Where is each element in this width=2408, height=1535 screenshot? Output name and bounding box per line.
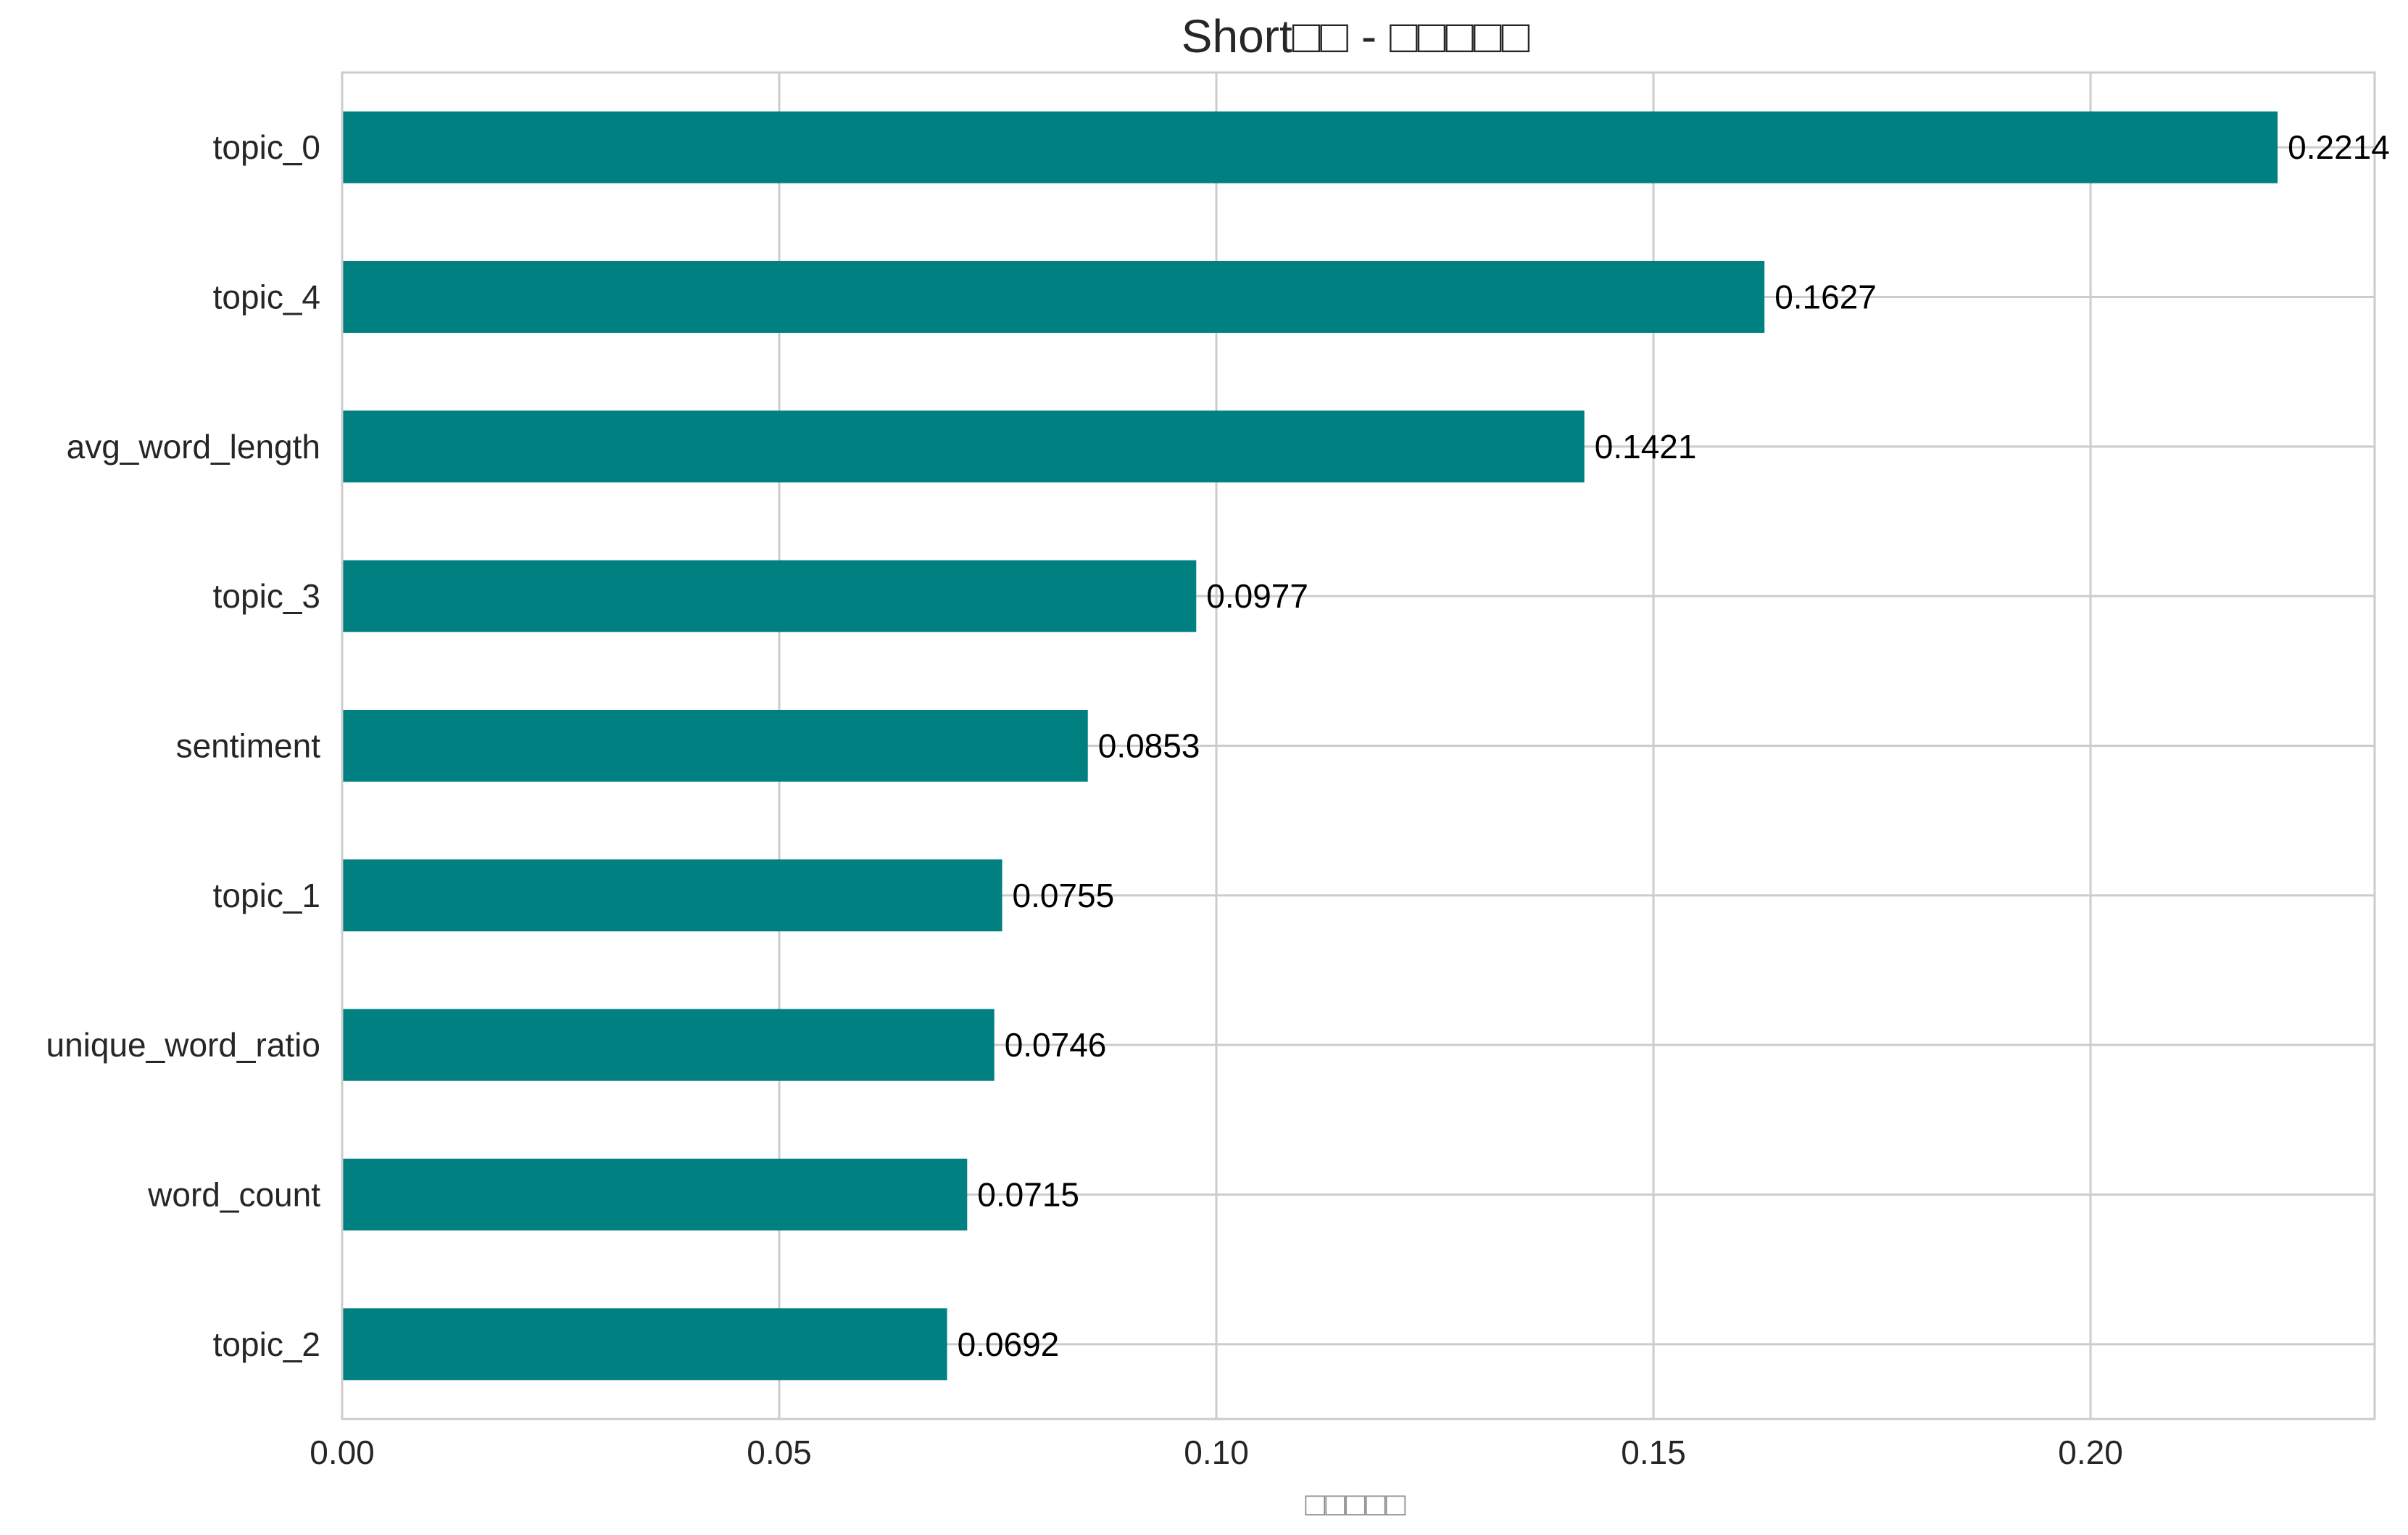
data-label: 0.0692 — [958, 1325, 1060, 1363]
y-tick-label: word_count — [147, 1176, 320, 1214]
x-tick-label: 0.15 — [1621, 1433, 1686, 1471]
x-tick-label: 0.20 — [2058, 1433, 2123, 1471]
x-axis-label: □□□□□ — [1305, 1485, 1406, 1523]
data-label: 0.0715 — [977, 1176, 1079, 1214]
y-tick-label: topic_3 — [213, 577, 320, 615]
chart-title: Short□□ - □□□□□ — [1182, 10, 1530, 62]
plot-border — [341, 71, 2376, 1420]
bar-topic-1 — [342, 859, 1002, 932]
plot-frame — [341, 71, 2376, 1420]
x-tick-label: 0.10 — [1184, 1433, 1249, 1471]
data-label: 0.1421 — [1595, 428, 1697, 466]
bar-topic-4 — [342, 260, 1765, 334]
data-label: 0.0755 — [1013, 877, 1115, 914]
bar-series — [342, 111, 2278, 1381]
bar-sentiment — [342, 709, 1088, 782]
y-tick-label: topic_4 — [213, 278, 320, 316]
data-label: 0.0853 — [1098, 727, 1200, 765]
data-label: 0.2214 — [2288, 128, 2390, 166]
data-label: 0.0977 — [1206, 577, 1308, 615]
bar-data-labels: 0.2214 0.1627 0.1421 0.0977 0.0853 0.0755 0.07… — [958, 128, 2390, 1363]
x-tick-label: 0.00 — [310, 1433, 375, 1471]
bar-topic-0 — [342, 111, 2278, 183]
y-tick-label: avg_word_length — [67, 428, 320, 466]
bar-topic-3 — [342, 560, 1197, 632]
data-label: 0.0746 — [1005, 1026, 1107, 1064]
bar-topic-2 — [342, 1308, 947, 1381]
y-axis-tick-labels: topic_0 topic_4 avg_word_length topic_3sent… — [46, 128, 321, 1363]
bar-word-count — [342, 1158, 968, 1231]
y-tick-label: topic_1 — [213, 877, 320, 914]
x-tick-label: 0.05 — [747, 1433, 812, 1471]
y-tick-label: unique_word_ratio — [46, 1026, 321, 1064]
y-tick-label: sentiment — [176, 727, 321, 765]
bar-unique-word-ratio — [342, 1009, 995, 1081]
x-axis-tick-labels: 0.00 0.05 0.10 0.15 0.20 — [310, 1433, 2123, 1471]
y-tick-label: topic_2 — [213, 1325, 320, 1363]
data-label: 0.1627 — [1774, 278, 1877, 316]
y-tick-label: topic_0 — [213, 128, 320, 166]
bar-avg-word-length — [342, 410, 1585, 483]
